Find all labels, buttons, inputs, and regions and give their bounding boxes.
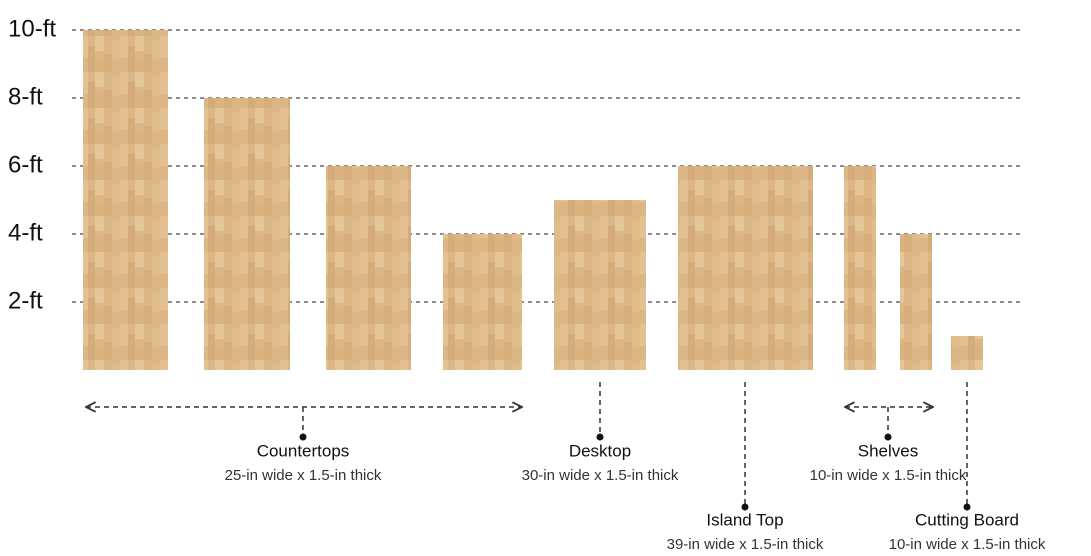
bar <box>678 166 813 370</box>
annotation-label: Cutting Board <box>915 510 1019 529</box>
annotation-note: 10-in wide x 1.5-in thick <box>810 467 967 484</box>
annotation-label: Shelves <box>858 441 918 460</box>
y-tick-label: 6-ft <box>8 151 43 178</box>
bar <box>900 234 932 370</box>
bar <box>554 200 646 370</box>
bar <box>951 336 983 370</box>
annotation-note: 25-in wide x 1.5-in thick <box>225 467 382 484</box>
bar <box>204 98 290 370</box>
bar <box>443 234 522 370</box>
annotation-note: 30-in wide x 1.5-in thick <box>522 467 679 484</box>
bar <box>326 166 411 370</box>
annotation-note: 10-in wide x 1.5-in thick <box>889 536 1046 553</box>
bar <box>844 166 876 370</box>
y-tick-label: 10-ft <box>8 15 56 42</box>
annotation-label: Island Top <box>706 510 783 529</box>
annotation-label: Desktop <box>569 441 631 460</box>
annotation-note: 39-in wide x 1.5-in thick <box>667 536 824 553</box>
bar <box>83 30 168 370</box>
annotation-dots <box>299 433 971 511</box>
y-tick-label: 8-ft <box>8 83 43 110</box>
annotation-lines <box>86 382 968 506</box>
y-tick-label: 4-ft <box>8 219 43 246</box>
y-tick-label: 2-ft <box>8 287 43 314</box>
annotation-label: Countertops <box>257 441 350 460</box>
